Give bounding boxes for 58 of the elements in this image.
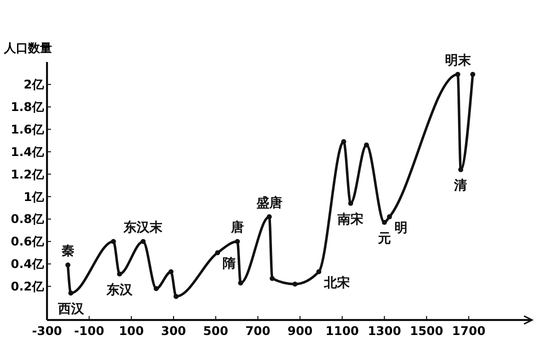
annotation: 东汉末 (122, 219, 164, 236)
annotation: 唐 (230, 219, 244, 236)
x-tick-label: 1700 (452, 324, 486, 338)
point (68, 290, 74, 296)
annotation: 盛唐 (255, 194, 282, 211)
point (168, 269, 174, 274)
point (65, 262, 70, 268)
y-tick-label: 0.8亿 (10, 212, 45, 226)
point (458, 167, 464, 172)
point (266, 214, 272, 220)
point (470, 72, 476, 77)
x-tick-label: 700 (245, 324, 270, 338)
annotation: 隋 (222, 256, 236, 272)
point (140, 238, 146, 244)
x-tick-label: 900 (288, 324, 313, 338)
annotation: 北宋 (322, 274, 350, 291)
y-tick-label: 1.8亿 (10, 100, 45, 114)
annotation: 东汉 (106, 282, 134, 298)
point (382, 220, 387, 225)
y-tick-label: 1亿 (24, 190, 45, 204)
annotation: 明 (394, 220, 408, 236)
x-tick-label: 300 (160, 324, 186, 338)
y-tick-label: 2亿 (24, 78, 45, 92)
y-tick-label: 0.2亿 (10, 280, 45, 294)
annotation: 南宋 (336, 211, 364, 228)
point (238, 280, 244, 286)
point (174, 294, 179, 299)
y-tick-label: 1.2亿 (10, 167, 45, 182)
y-tick-label: 1.4亿 (10, 144, 45, 159)
x-tick-label: 100 (118, 324, 144, 338)
point (110, 238, 116, 244)
y-tick-label: 1.6亿 (10, 122, 45, 137)
point (455, 72, 460, 77)
y-tick-label: 0.6亿 (10, 234, 45, 249)
point (215, 250, 220, 256)
annotation: 清 (453, 178, 468, 194)
x-tick-label: 500 (203, 324, 228, 338)
annotation: 西汉 (56, 302, 85, 318)
point (234, 238, 240, 244)
point (341, 139, 346, 144)
x-tick-label: 1500 (410, 324, 444, 338)
x-tick-label: 1100 (326, 324, 359, 338)
y-tick-label: 0.4亿 (10, 257, 45, 272)
point (364, 142, 369, 148)
point (348, 200, 354, 206)
x-tick-label: -100 (74, 324, 104, 338)
x-tick-label: 1300 (368, 324, 402, 338)
point (117, 272, 122, 277)
point (386, 214, 392, 220)
y-axis-title: 人口数量 (3, 41, 52, 55)
point (270, 276, 275, 281)
annotation: 元 (376, 231, 391, 246)
point (292, 282, 298, 287)
point (154, 286, 159, 292)
annotation: 秦 (61, 244, 76, 260)
annotation: 明末 (444, 53, 472, 68)
point (316, 269, 322, 274)
x-tick-label: -300 (32, 324, 62, 338)
